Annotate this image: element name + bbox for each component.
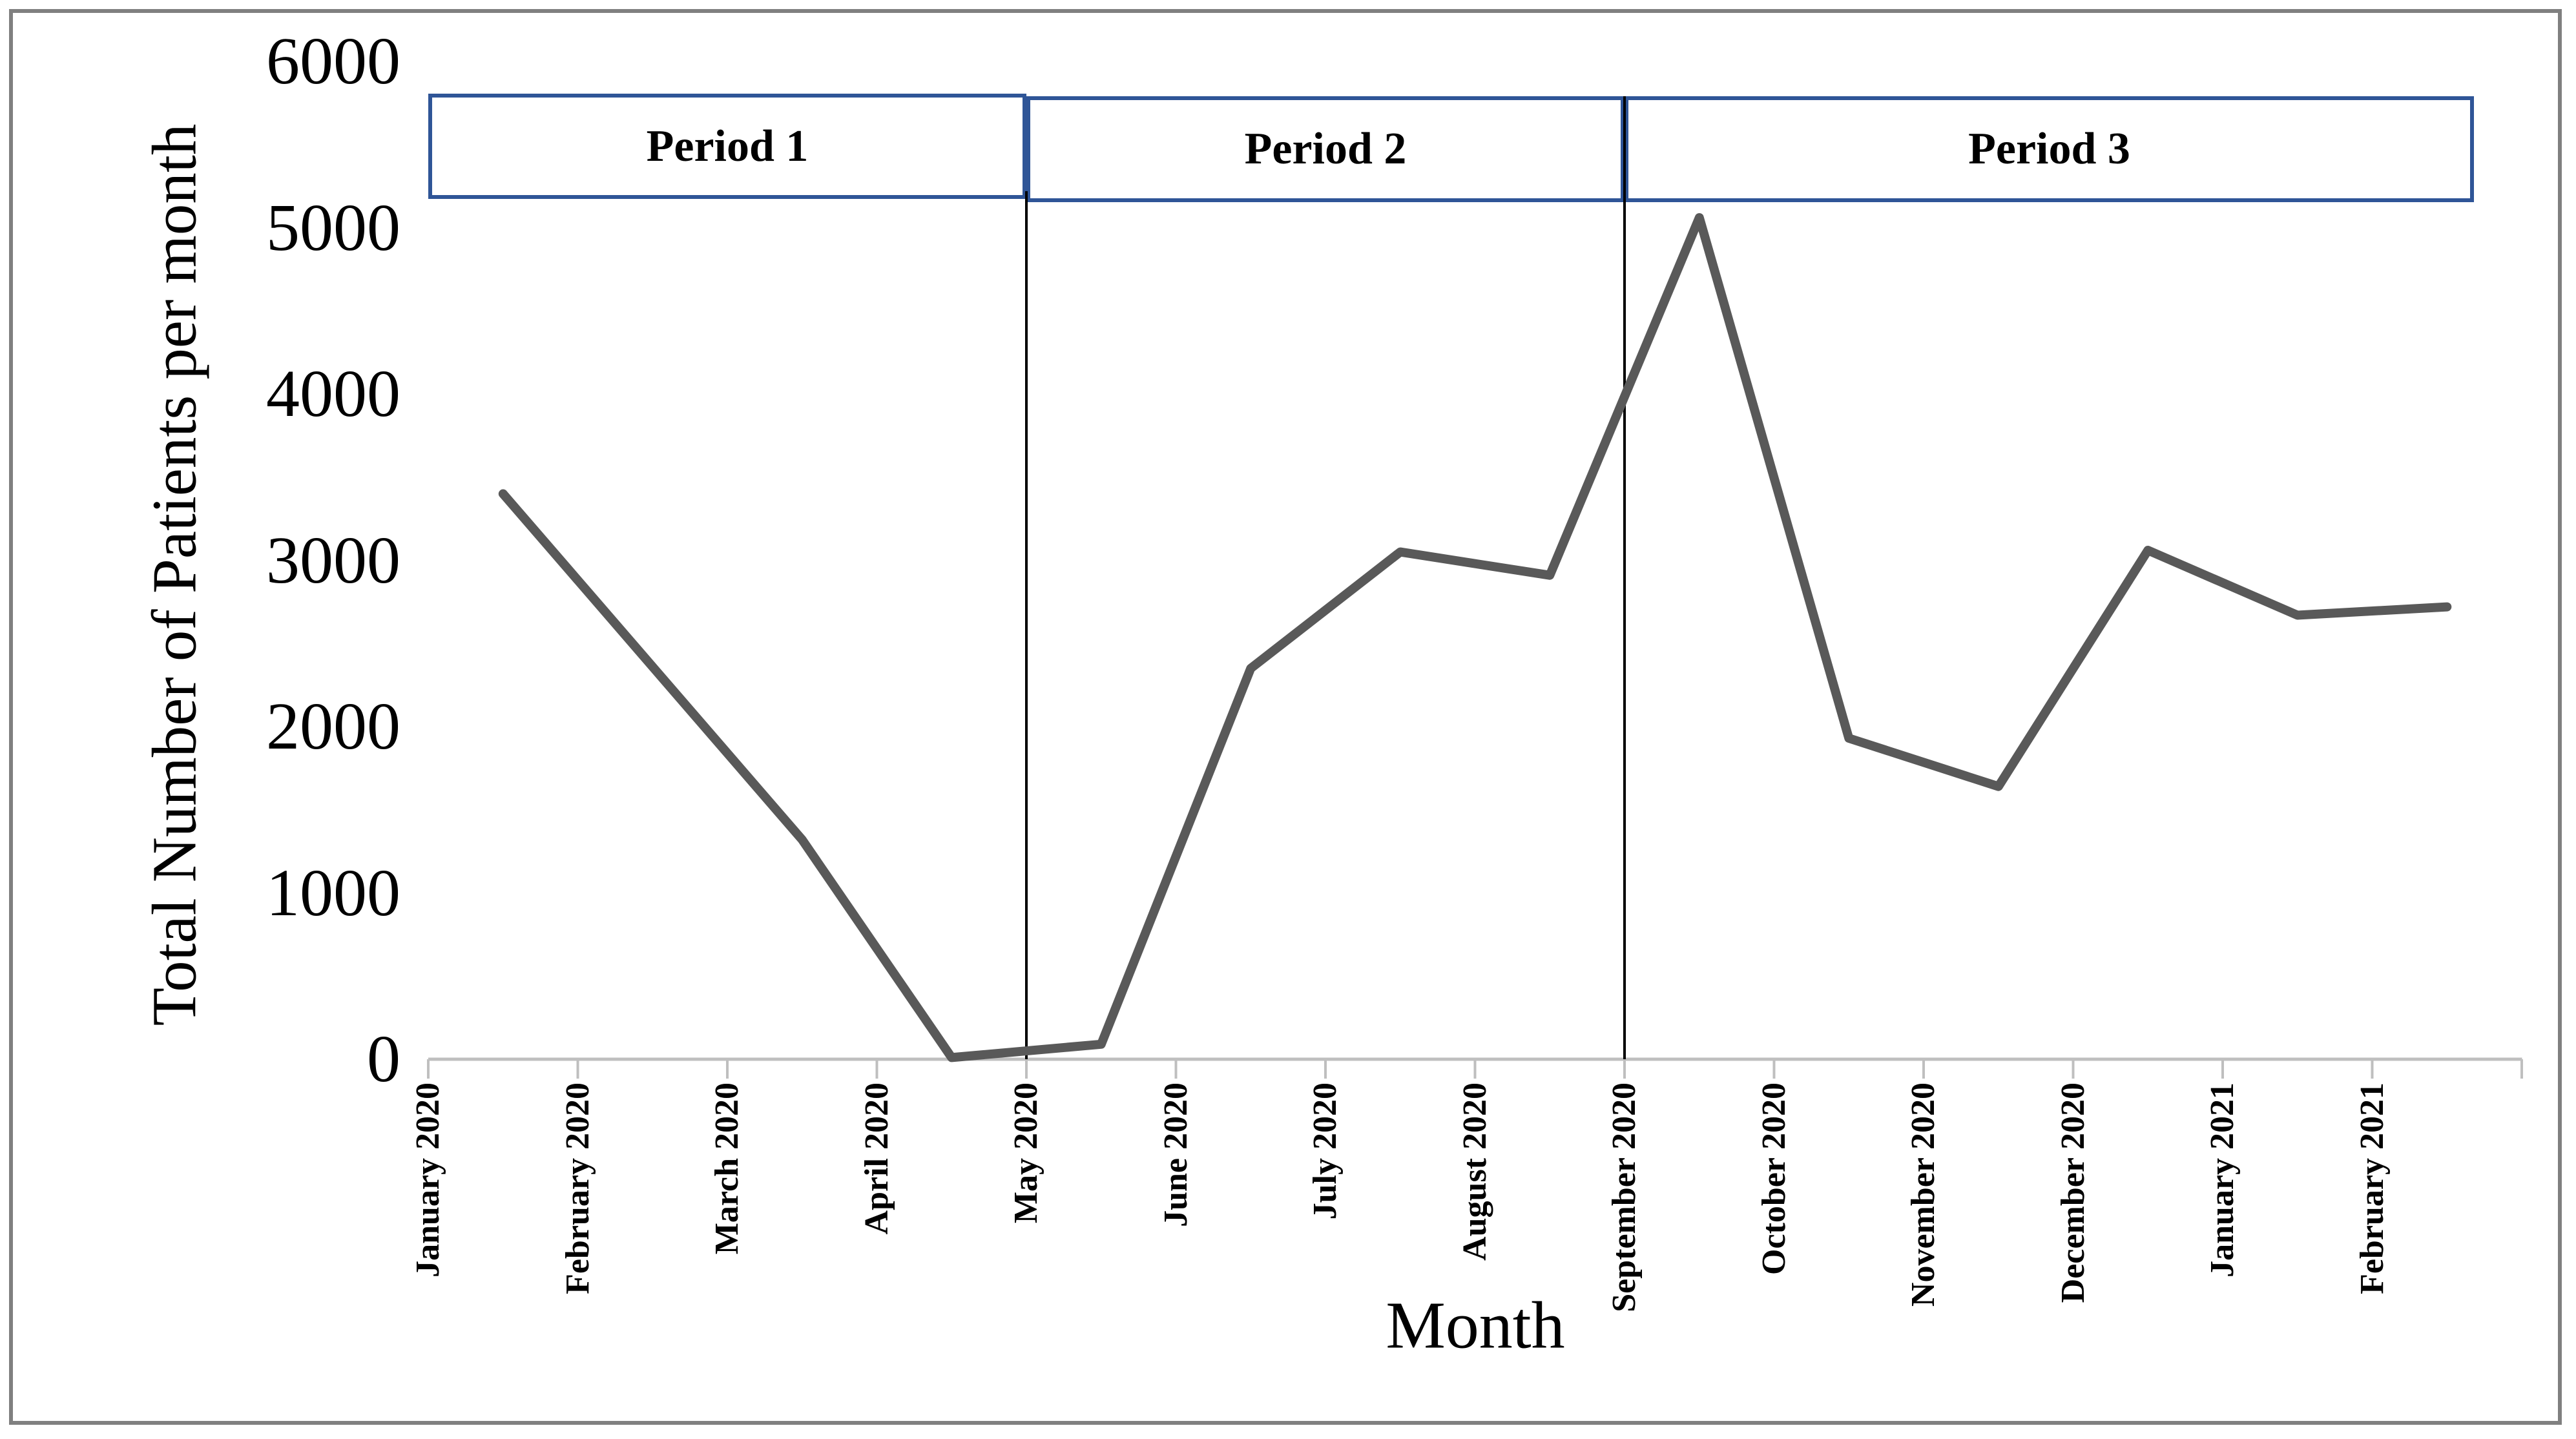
x-tick-label: March 2020 xyxy=(709,1082,745,1255)
x-axis-title: Month xyxy=(1386,1288,1565,1363)
period-1-annotation-box: Period 1 xyxy=(428,94,1026,199)
x-tick-label: July 2020 xyxy=(1307,1082,1344,1220)
period-3-label: Period 3 xyxy=(1968,124,2130,174)
y-tick-label: 4000 xyxy=(266,357,400,431)
y-tick-label: 1000 xyxy=(266,855,400,930)
x-tick-label: February 2020 xyxy=(559,1082,596,1294)
period-1-label: Period 1 xyxy=(646,121,809,171)
x-tick-label: April 2020 xyxy=(858,1082,895,1235)
y-tick-label: 6000 xyxy=(266,24,400,98)
y-axis-title: Total Number of Patients per month xyxy=(140,123,209,1026)
y-tick-label: 3000 xyxy=(266,523,400,597)
period-2-label: Period 2 xyxy=(1244,124,1407,174)
x-tick-label: June 2020 xyxy=(1157,1082,1194,1227)
x-tick-label: February 2021 xyxy=(2353,1082,2391,1294)
period-2-annotation-box: Period 2 xyxy=(1026,96,1625,202)
figure-border xyxy=(9,9,2562,1425)
x-tick-label: November 2020 xyxy=(1905,1082,1942,1307)
y-tick-label: 2000 xyxy=(266,689,400,763)
patients-per-month-series-line xyxy=(498,213,2452,1062)
y-tick-label: 5000 xyxy=(266,190,400,265)
y-tick-label: 0 xyxy=(367,1022,400,1096)
x-tick-label: December 2020 xyxy=(2054,1082,2092,1303)
x-tick-label: May 2020 xyxy=(1008,1082,1044,1224)
x-tick-label: January 2021 xyxy=(2204,1082,2241,1278)
x-tick-label: January 2020 xyxy=(410,1082,446,1278)
x-tick-label: October 2020 xyxy=(1755,1082,1792,1275)
x-tick-label: August 2020 xyxy=(1456,1082,1493,1261)
period-3-annotation-box: Period 3 xyxy=(1625,96,2474,202)
x-tick-label: September 2020 xyxy=(1606,1082,1643,1312)
